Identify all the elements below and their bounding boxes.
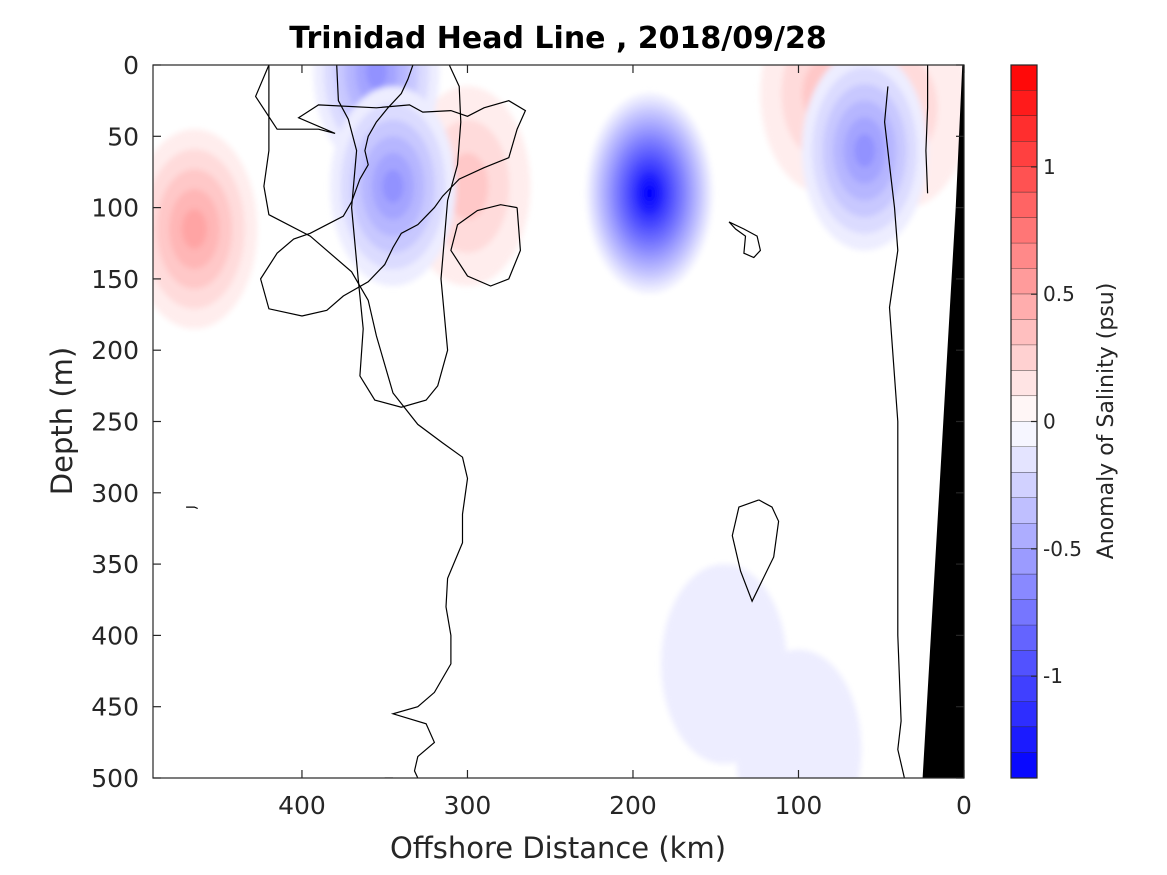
- seafloor-shape: [922, 65, 964, 778]
- colorbar: [1010, 64, 1038, 779]
- x-axis-label: Offshore Distance (km): [390, 831, 726, 865]
- y-tick-label: 50: [107, 122, 139, 151]
- colorbar-swatch: [1011, 141, 1037, 167]
- colorbar-swatch: [1011, 599, 1037, 626]
- anomaly-band: [735, 649, 862, 778]
- anomaly-band: [382, 169, 404, 203]
- colorbar-swatch: [1011, 370, 1037, 397]
- colorbar-swatch: [1011, 243, 1037, 269]
- colorbar-swatch: [1011, 650, 1037, 677]
- y-tick-label: 400: [91, 621, 139, 650]
- x-axis-ticks: 400 300 200 100 0: [278, 65, 972, 820]
- colorbar-swatch: [1011, 90, 1037, 116]
- anomaly-band: [645, 186, 655, 201]
- colorbar-label: Anomaly of Salinity (psu): [1094, 283, 1119, 560]
- colorbar-tick-label: 0: [1043, 410, 1056, 434]
- colorbar-swatch: [1011, 396, 1037, 422]
- colorbar-tick-label: -0.5: [1043, 537, 1082, 561]
- x-tick-label: 400: [278, 791, 326, 820]
- zero-contour: [883, 86, 905, 778]
- colorbar-tick-label: -1: [1043, 664, 1063, 688]
- colorbar-swatch: [1011, 166, 1037, 193]
- colorbar-swatch: [1011, 574, 1037, 600]
- zero-contour: [450, 204, 522, 287]
- y-tick-label: 450: [91, 693, 139, 722]
- seafloor-bathymetry: [922, 65, 964, 778]
- colorbar-swatch: [1011, 217, 1037, 244]
- colorbar-swatch: [1011, 752, 1037, 778]
- y-tick-label: 300: [91, 479, 139, 508]
- colorbar-swatch: [1011, 65, 1037, 91]
- chart-title: Trinidad Head Line , 2018/09/28: [289, 21, 826, 56]
- anomaly-band: [181, 209, 207, 249]
- colorbar-swatch: [1011, 268, 1037, 295]
- y-axis-ticks: 0 50 100 150 200 250 300 350 400 450 500: [91, 51, 964, 793]
- colorbar-swatch: [1011, 523, 1037, 549]
- zero-contour-lines: [186, 65, 929, 778]
- y-axis-label: Depth (m): [45, 347, 79, 495]
- y-tick-label: 150: [91, 265, 139, 294]
- colorbar-swatch: [1011, 676, 1037, 702]
- x-tick-label: 200: [609, 791, 657, 820]
- y-tick-label: 350: [91, 550, 139, 579]
- colorbar-swatch: [1011, 497, 1037, 524]
- colorbar-swatch: [1011, 421, 1037, 447]
- x-tick-label: 300: [444, 791, 492, 820]
- colorbar-swatch: [1011, 294, 1037, 320]
- colorbar-tick-label: 1: [1043, 155, 1056, 179]
- colorbar-swatch: [1011, 446, 1037, 473]
- anomaly-band: [365, 65, 387, 89]
- zero-contour: [336, 65, 462, 408]
- x-tick-label: 0: [956, 791, 972, 820]
- y-tick-label: 500: [91, 764, 139, 793]
- colorbar-swatch: [1011, 345, 1037, 371]
- colorbar-swatch: [1011, 115, 1037, 142]
- zero-contour: [263, 65, 469, 778]
- x-tick-label: 100: [775, 791, 823, 820]
- y-tick-label: 0: [123, 51, 139, 80]
- zero-contour: [728, 221, 762, 259]
- colorbar-swatch: [1011, 701, 1037, 728]
- colorbar-swatch: [1011, 472, 1037, 498]
- colorbar-tick-label: 0.5: [1043, 282, 1075, 306]
- zero-contour: [731, 499, 780, 603]
- colorbar-ticks: 1 0.5 0 -0.5 -1: [1031, 155, 1082, 688]
- anomaly-band: [446, 152, 489, 220]
- colorbar-swatch: [1011, 192, 1037, 218]
- anomaly-band: [854, 133, 876, 168]
- colorbar-swatch: [1011, 548, 1037, 575]
- colorbar-swatch: [1011, 625, 1037, 651]
- y-tick-label: 100: [91, 194, 139, 223]
- y-tick-label: 200: [91, 336, 139, 365]
- colorbar-swatch: [1011, 727, 1037, 753]
- colorbar-swatch: [1011, 319, 1037, 346]
- zero-contour: [925, 65, 929, 194]
- zero-contour: [186, 506, 198, 510]
- zero-contour: [254, 65, 527, 317]
- y-tick-label: 250: [91, 408, 139, 437]
